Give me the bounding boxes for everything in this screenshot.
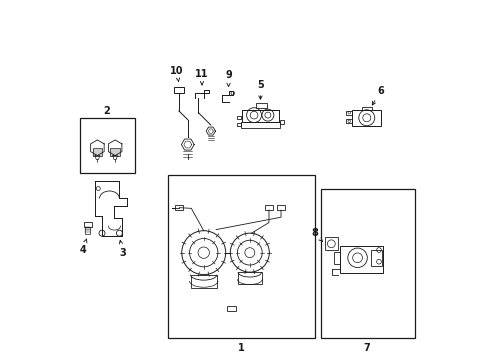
Bar bbox=[346, 111, 352, 114]
Bar bbox=[352, 110, 380, 126]
Text: 8: 8 bbox=[310, 228, 322, 242]
Text: 11: 11 bbox=[195, 69, 208, 85]
Bar bbox=[370, 250, 381, 266]
Bar bbox=[237, 116, 241, 120]
Bar bbox=[227, 306, 236, 311]
Text: 3: 3 bbox=[119, 240, 126, 258]
Bar bbox=[174, 87, 183, 93]
Text: 6: 6 bbox=[371, 86, 384, 105]
Bar bbox=[238, 272, 261, 284]
Text: 10: 10 bbox=[170, 66, 183, 82]
Bar bbox=[237, 123, 241, 126]
Bar bbox=[325, 238, 337, 250]
Text: 7: 7 bbox=[363, 343, 369, 354]
Text: 9: 9 bbox=[224, 71, 231, 87]
Bar bbox=[264, 205, 272, 210]
Bar bbox=[80, 118, 134, 173]
Bar bbox=[279, 121, 283, 123]
Bar bbox=[83, 222, 92, 227]
Bar bbox=[242, 110, 278, 122]
Bar bbox=[277, 205, 285, 210]
Text: 5: 5 bbox=[257, 80, 264, 99]
Bar bbox=[333, 252, 339, 264]
Bar bbox=[85, 227, 90, 234]
Bar bbox=[110, 148, 120, 156]
Bar bbox=[339, 246, 382, 273]
Bar bbox=[175, 205, 183, 210]
Text: 2: 2 bbox=[103, 106, 110, 116]
Bar bbox=[256, 103, 266, 108]
Text: 1: 1 bbox=[237, 343, 244, 354]
Bar bbox=[346, 120, 352, 123]
Bar bbox=[320, 189, 414, 338]
Bar bbox=[168, 175, 315, 338]
Bar bbox=[93, 148, 102, 156]
Bar bbox=[241, 122, 279, 128]
Text: 4: 4 bbox=[79, 239, 87, 255]
Bar bbox=[190, 275, 217, 288]
